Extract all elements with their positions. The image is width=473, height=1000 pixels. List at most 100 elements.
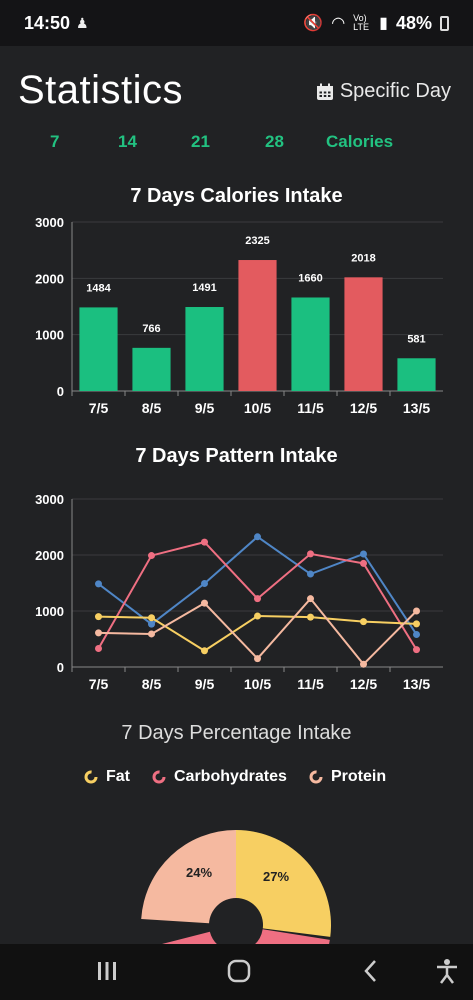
x-tick-label: 7/5 [89,400,109,416]
mute-icon: 🔇 [303,15,324,32]
wifi-icon: ◠ [331,15,346,32]
y-tick-label: 1000 [35,328,64,343]
y-tick-label: 0 [57,660,64,675]
legend-label: Fat [106,768,130,785]
period-tabs: 7 14 21 28 Calories [0,132,473,158]
pie-slice [236,830,331,937]
y-tick-label: 1000 [35,604,64,619]
tab-7[interactable]: 7 [50,132,60,151]
carbohydrates-legend-icon [152,770,166,784]
series-point [254,533,261,541]
series-point [254,612,261,620]
y-tick-label: 0 [57,384,64,399]
bar-value-label: 766 [142,323,160,335]
signal-icon: ▮ [379,15,388,32]
pie-slice [254,929,330,945]
legend-fat: Fat [84,768,130,786]
x-tick-label: 8/5 [142,676,162,692]
series-point [95,645,102,653]
tab-calories[interactable]: Calories [326,132,394,151]
series-point [360,618,367,626]
bar-chart-title: 7 Days Calories Intake [130,185,343,207]
fat-legend-icon [84,770,98,784]
pattern-line-chart: 0 1000 2000 3000 7/5 8/5 9/5 10/5 11/5 12/5 13/5 [35,492,443,692]
battery-level: 48% [395,12,432,33]
accessibility-icon[interactable] [434,958,460,984]
legend-label: Carbohydrates [174,768,287,785]
series-point [413,646,420,654]
page-title: Statistics [18,68,184,112]
pie-slice [141,830,236,924]
x-tick-label: 12/5 [350,676,377,692]
bar [79,307,118,391]
series-point [413,630,420,638]
y-tick-label: 3000 [35,492,64,507]
calories-bar-chart: 0 1000 2000 3000 7/5 8/5 9/5 10/5 11/5 12/5 13/5 14… [35,215,443,416]
network-label: Vo) LTE [353,13,369,32]
bar [397,358,436,391]
recent-apps-icon[interactable] [96,958,118,984]
series-point [307,550,314,558]
bar-value-label: 581 [407,333,425,345]
x-tick-label: 9/5 [195,676,215,692]
x-tick-label: 7/5 [89,676,109,692]
series-point [307,595,314,603]
percentage-pie-chart: 24% 27% [141,830,331,945]
line-chart-title: 7 Days Pattern Intake [135,445,338,467]
series-point [95,580,102,588]
percentage-legend: Fat Carbohydrates Protein [0,768,473,790]
series-point [307,613,314,621]
tab-14[interactable]: 14 [118,132,137,151]
series-line [97,535,418,636]
x-tick-label: 9/5 [195,400,215,416]
series-point [148,552,155,560]
series-point [360,559,367,567]
tab-28[interactable]: 28 [265,132,284,151]
percentage-title: 7 Days Percentage Intake [121,722,352,744]
series-point [307,570,314,578]
x-tick-label: 10/5 [244,676,271,692]
specific-day-button[interactable]: Specific Day [316,80,451,103]
x-tick-label: 8/5 [142,400,162,416]
series-line [98,597,418,666]
bar [344,277,383,391]
x-tick-label: 10/5 [244,400,271,416]
battery-icon [440,15,449,31]
bar-value-label: 1660 [298,272,322,284]
bar-value-label: 2018 [351,252,375,264]
x-tick-label: 13/5 [403,676,430,692]
series-point [148,630,155,638]
series-point [148,620,155,628]
notification-icon: ♟ [76,14,89,31]
legend-carbohydrates: Carbohydrates [152,768,287,786]
y-tick-label: 2000 [35,271,64,286]
bar-value-label: 1491 [192,282,216,294]
home-icon[interactable] [226,958,252,984]
tab-21[interactable]: 21 [191,132,210,151]
series-point [201,580,208,588]
protein-legend-icon [309,770,323,784]
series-point [254,655,261,663]
x-tick-label: 11/5 [297,400,324,416]
legend-protein: Protein [309,768,386,786]
series-point [254,595,261,603]
back-icon[interactable] [361,958,381,984]
series-point [201,538,208,546]
bar [238,260,277,391]
bar-value-label: 2325 [245,235,269,247]
pie-slice-label: 24% [186,865,212,880]
x-tick-label: 11/5 [297,676,324,692]
x-tick-label: 13/5 [403,400,430,416]
y-tick-label: 2000 [35,548,64,563]
series-point [413,620,420,628]
bar [185,307,224,391]
legend-label: Protein [331,768,387,785]
bar [132,347,171,391]
y-tick-label: 3000 [35,215,64,230]
calendar-icon [316,83,333,100]
series-point [413,607,420,615]
series-point [201,647,208,655]
bar-value-label: 1484 [86,282,111,294]
pie-slice [158,931,218,945]
series-point [148,614,155,622]
